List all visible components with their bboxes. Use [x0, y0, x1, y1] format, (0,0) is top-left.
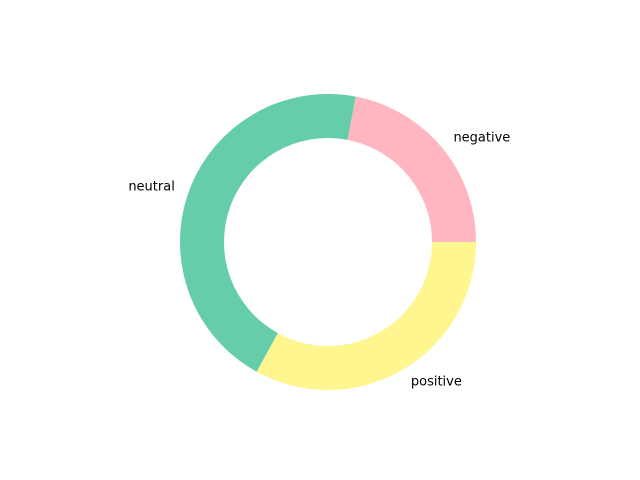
donut-slice-positive [256, 242, 476, 390]
slice-label-negative: negative [453, 131, 510, 146]
slice-labels: negative neutral positive [128, 131, 510, 390]
donut-slice-neutral [180, 94, 356, 372]
donut-slice-negative [347, 96, 477, 242]
slice-label-neutral: neutral [128, 179, 175, 194]
slice-label-positive: positive [411, 375, 462, 390]
donut-slices [180, 94, 477, 390]
